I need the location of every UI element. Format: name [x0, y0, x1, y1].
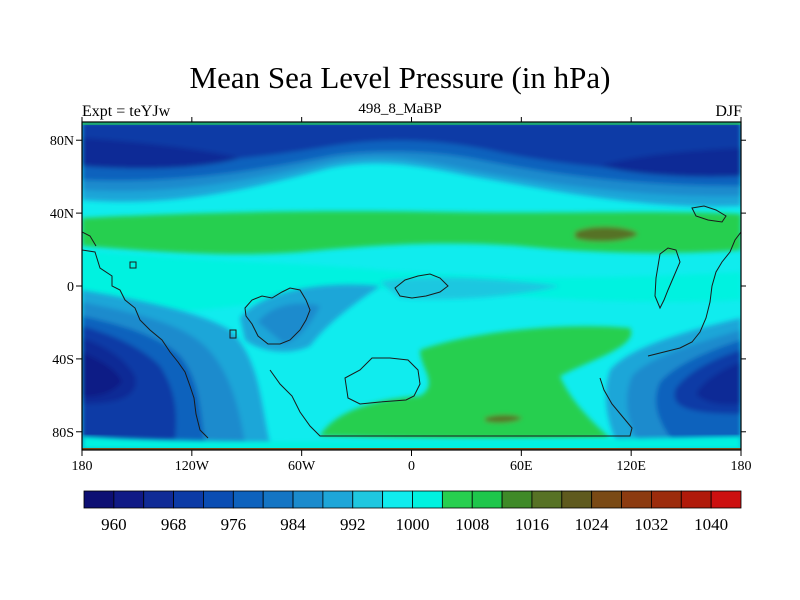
coast-africa-north — [394, 273, 449, 299]
colorbar-swatch — [173, 490, 204, 509]
colorbar-swatch — [471, 490, 503, 509]
y-tick-label: 40S — [52, 353, 74, 368]
coast-asia-east — [654, 247, 681, 310]
coast-americas-west — [82, 249, 209, 439]
x-tick-label: 180 — [731, 459, 752, 474]
colorbar-label: 1040 — [694, 515, 728, 534]
axes: 180 120W 60W 0 60E 120E 180 80N 40N 0 40S 80S — [50, 117, 752, 474]
colorbar-label: 1032 — [634, 515, 668, 534]
southern-high — [320, 326, 632, 439]
colorbar-swatch — [352, 490, 384, 509]
southern-low-east — [605, 318, 741, 450]
colorbar-swatch — [710, 490, 742, 509]
x-tick-label: 180 — [72, 459, 93, 474]
colorbar-swatch — [322, 490, 354, 509]
colorbar-label: 1008 — [455, 515, 489, 534]
polar-south — [82, 436, 741, 450]
colorbar-label: 1000 — [396, 515, 430, 534]
x-tick-label: 120E — [616, 459, 646, 474]
colorbar-swatch — [203, 490, 234, 509]
colorbar-label: 960 — [101, 515, 127, 534]
colorbar-swatch — [113, 490, 145, 509]
subtropical-ridge — [82, 211, 741, 255]
contour-field — [82, 122, 741, 450]
colorbar-swatch — [143, 490, 174, 509]
x-tick-label: 60E — [510, 459, 533, 474]
y-tick-label: 80S — [52, 426, 74, 441]
colorbar-swatch — [292, 490, 324, 509]
y-tick-label: 0 — [67, 280, 74, 295]
northern-low-band — [82, 122, 741, 207]
colorbar-swatch — [531, 490, 563, 509]
colorbar-swatch — [232, 490, 264, 509]
colorbar-label: 1016 — [515, 515, 549, 534]
experiment-label: Expt = teYJw — [82, 103, 171, 120]
colorbar-swatch — [651, 490, 682, 509]
y-tick-label: 80N — [50, 134, 74, 149]
colorbar-swatch — [501, 490, 533, 509]
coast-east-lower — [647, 231, 741, 357]
x-tick-label: 0 — [408, 459, 415, 474]
colorbar-label: 968 — [161, 515, 187, 534]
y-tick-label: 40N — [50, 207, 74, 222]
x-tick-label: 120W — [175, 459, 210, 474]
season-label: DJF — [715, 103, 742, 120]
southern-low-west — [82, 290, 270, 450]
colorbar-swatch — [680, 490, 712, 509]
colorbar-label: 992 — [340, 515, 366, 534]
coast-west-edge — [82, 231, 97, 247]
colorbar-swatch — [591, 490, 622, 509]
colorbar-swatch — [561, 490, 593, 509]
colorbar-label: 984 — [280, 515, 306, 534]
colorbar-swatch — [382, 490, 413, 509]
coast-south-america — [244, 287, 311, 345]
colorbar-swatch — [441, 490, 473, 509]
coastlines — [82, 205, 741, 439]
colorbar-label: 1024 — [575, 515, 610, 534]
coast-island-south — [344, 357, 421, 405]
period-label: 498_8_MaBP — [358, 101, 442, 117]
coast-antarctica — [269, 369, 633, 437]
coast-north-east — [691, 205, 727, 223]
colorbar-swatch — [621, 490, 652, 509]
colorbar-swatch — [262, 490, 294, 509]
tropical-low — [240, 277, 560, 352]
colorbar-swatch — [412, 490, 443, 509]
chart-title: Mean Sea Level Pressure (in hPa) — [189, 60, 611, 95]
colorbar: 960 968 976 984 992 1000 1008 1016 1024 1032 1040 — [83, 490, 742, 534]
x-tick-label: 60W — [288, 459, 316, 474]
colorbar-swatch — [83, 490, 115, 509]
colorbar-label: 976 — [221, 515, 247, 534]
